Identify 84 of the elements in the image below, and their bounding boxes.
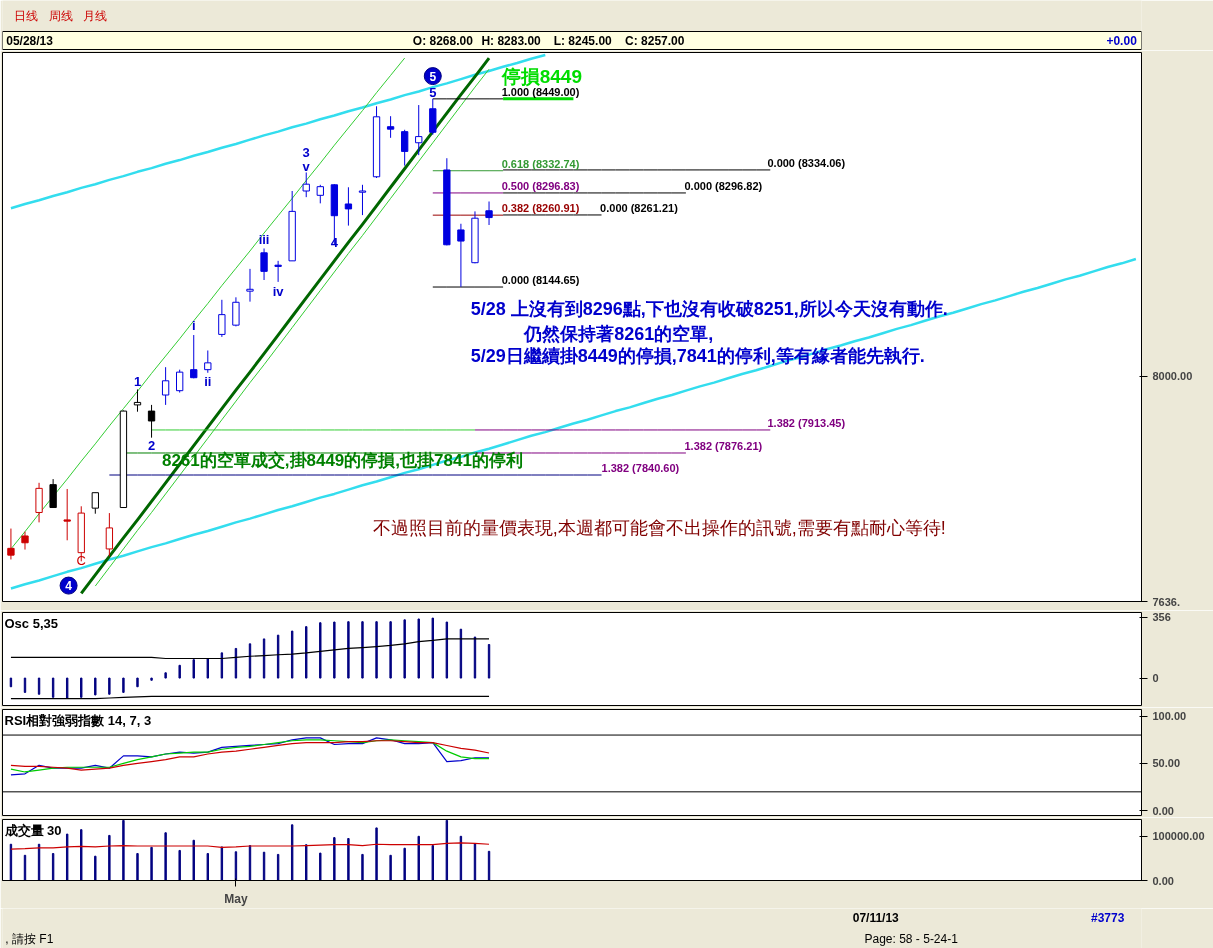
candlestick [358,184,367,216]
candlestick [49,478,57,509]
chart-title: RSI相對強弱指數 14, 7, 3 [4,712,152,728]
line-series [9,257,1138,590]
text: L: 8245.00 [553,33,613,48]
annotation: 0.500 (8296.83) [501,179,580,192]
text: #3773 [1091,910,1125,925]
candlestick [457,223,465,288]
candlestick [63,488,71,541]
text: +0.00 [1106,34,1138,48]
y-tick-label: 0.00 [1152,804,1174,817]
annotation: 停損8449 [500,65,582,87]
annotation: i [191,318,196,334]
annotation: 5 [429,85,437,101]
text: H: 8283.00 [481,33,542,48]
text: 07/11/13 [852,910,900,925]
annotation: 4 [330,234,339,250]
annotation: 0.000 (8144.65) [501,274,580,287]
y-tick-label: 0 [1152,672,1159,685]
candlestick [204,349,212,374]
annotation: 不過照目前的量價表現,本週都可能會不出操作的訊號,需要有點耐心等待! [372,518,946,539]
text: Page: 58 - 5-24-1 [864,931,959,946]
candlestick [485,201,493,226]
candlestick [302,171,310,198]
chart-title: 成交量 30 [3,822,62,838]
candlestick [246,268,254,303]
candlestick [190,334,198,379]
candlestick [133,388,142,413]
candlestick [260,247,268,281]
text: , 請按 F1 [5,931,54,946]
y-tick-label: 0.00 [1152,874,1174,887]
annotation: 1.382 (7840.60) [601,462,680,475]
annotation: 4 [65,579,73,594]
chart-title: Osc 5,35 [4,615,58,631]
line-series [10,842,490,850]
candlestick [274,260,282,283]
candlestick [105,512,114,557]
annotation: 1 [133,373,142,389]
annotation: 0.618 (8332.74) [501,157,580,170]
candlestick [401,129,409,167]
annotation: 2 [147,438,156,454]
annotation: 0.000 (8261.21) [600,201,679,214]
y-tick-label: 100000.00 [1152,830,1205,843]
candlestick [147,404,156,439]
chart-title: 05/28/13 [6,33,54,48]
candlestick [161,366,170,406]
annotation: v [302,158,311,174]
candlestick [232,296,240,327]
y-tick-label: 356 [1152,611,1171,624]
y-tick-label: 7636. [1152,595,1181,608]
text: C: 8257.00 [625,33,685,48]
line-series [10,638,490,660]
y-tick-label: 100.00 [1152,710,1187,723]
annotation: 仍然保持著8261的空單, [523,324,714,345]
annotation: 0.000 (8334.06) [767,156,846,169]
candlestick [316,184,324,204]
annotation: iv [272,283,285,299]
y-tick-label: 8000.00 [1152,370,1193,383]
annotation: iii [258,231,270,247]
candlestick [415,104,423,156]
text: O: 8268.00 [412,33,474,48]
text: 周线 [48,8,73,23]
candlestick [176,369,184,394]
x-tick-label: May [224,891,248,906]
annotation: 0.000 (8296.82) [684,179,763,192]
annotation: 1.382 (7876.21) [684,440,763,452]
annotation: 5 [429,69,437,84]
y-tick-label: 50.00 [1152,757,1181,770]
candlestick [386,115,395,139]
text: 月线 [82,8,107,23]
annotation: ii [204,374,212,390]
candlestick [344,186,353,227]
text: 日线 [13,8,38,23]
annotation: 1.000 (8449.00) [501,85,580,98]
candlestick [218,299,226,338]
candlestick [21,531,29,551]
candlestick [429,98,437,136]
annotation: C [76,552,86,568]
annotation: 5/28 上沒有到8296點,下也沒有收破8251,所以今天沒有動作. [470,299,948,320]
annotation: 3 [302,144,310,160]
candlestick [7,528,15,560]
annotation: 1.382 (7913.45) [767,416,846,429]
annotation: 0.382 (8260.91) [501,202,580,215]
candlestick [91,492,99,515]
